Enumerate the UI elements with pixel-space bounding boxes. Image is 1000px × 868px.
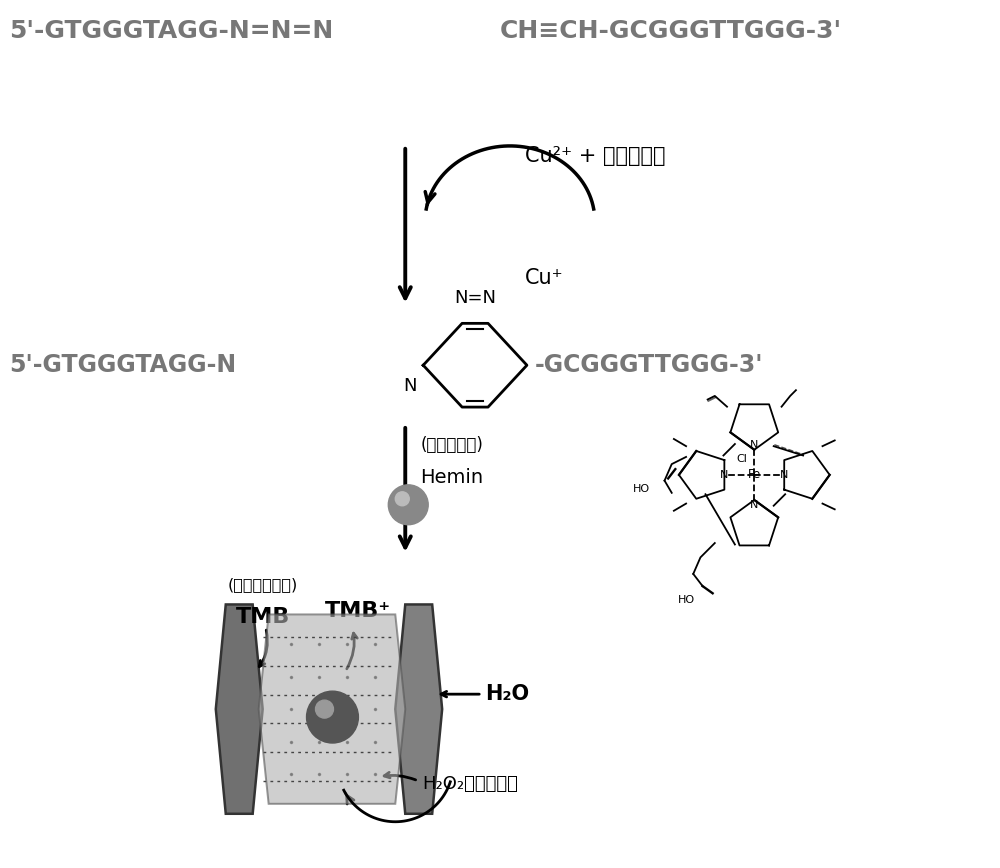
Text: (高铁血红素): (高铁血红素) — [420, 436, 483, 454]
Text: Cu⁺: Cu⁺ — [525, 268, 564, 288]
Text: H₂O: H₂O — [485, 684, 529, 704]
Text: HO: HO — [678, 595, 695, 606]
Circle shape — [395, 492, 409, 506]
Text: TMB: TMB — [235, 608, 290, 628]
Text: N: N — [750, 440, 758, 450]
Text: Cu²⁺ + 抗坏血酸钙: Cu²⁺ + 抗坏血酸钙 — [525, 146, 665, 166]
Text: CH≡CH-GCGGGTTGGG-3': CH≡CH-GCGGGTTGGG-3' — [500, 19, 842, 43]
Text: -GCGGGTTGGG-3': -GCGGGTTGGG-3' — [535, 353, 763, 378]
Text: 5'-GTGGGTAGG-N=N=N: 5'-GTGGGTAGG-N=N=N — [9, 19, 334, 43]
Polygon shape — [216, 604, 263, 814]
Text: 5'-GTGGGTAGG-N: 5'-GTGGGTAGG-N — [9, 353, 236, 378]
Text: TMB⁺: TMB⁺ — [325, 602, 391, 621]
Text: N=N: N=N — [454, 289, 496, 307]
Text: N: N — [720, 470, 728, 480]
Text: Cl: Cl — [736, 454, 747, 464]
Circle shape — [388, 485, 428, 525]
Text: H₂O₂（双氧水）: H₂O₂（双氧水） — [422, 775, 518, 792]
Text: Fe: Fe — [748, 469, 761, 482]
Polygon shape — [259, 615, 405, 804]
Circle shape — [307, 691, 358, 743]
Text: (四甲基联苯菳): (四甲基联苯菳) — [228, 577, 298, 592]
Text: HO: HO — [633, 484, 650, 494]
Polygon shape — [395, 604, 442, 814]
Text: N: N — [750, 500, 758, 510]
Text: N: N — [780, 470, 789, 480]
Text: Hemin: Hemin — [420, 469, 483, 487]
Text: N: N — [404, 378, 417, 395]
Circle shape — [316, 700, 333, 718]
